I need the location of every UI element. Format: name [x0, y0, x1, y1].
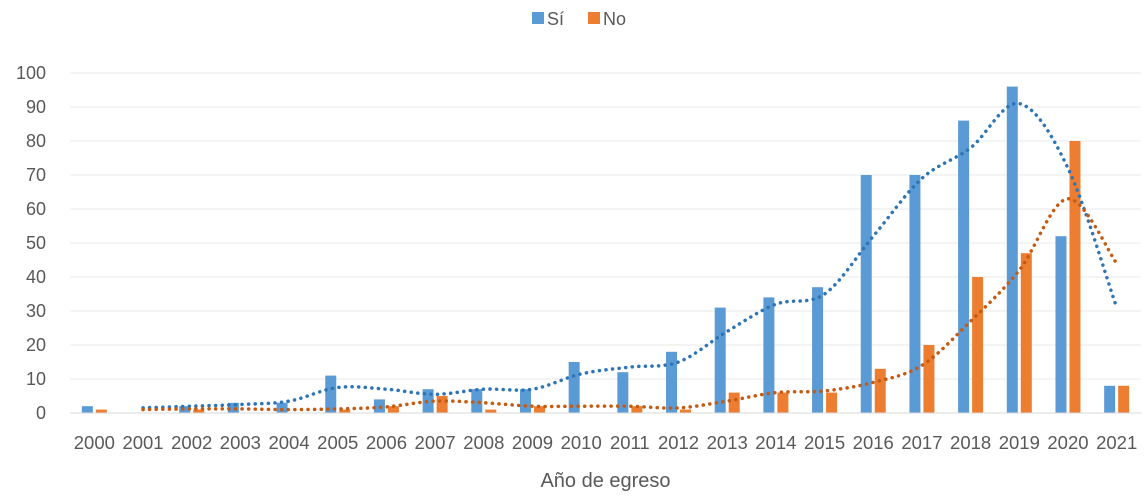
y-tick-label: 60 — [26, 199, 46, 219]
bar-si-2014 — [763, 297, 775, 413]
x-axis-ticks: 2000 2001 2002 2003 2004 2005 2006 2007 2008 2009… — [74, 432, 1137, 453]
bar-no-2018 — [972, 277, 984, 413]
x-tick-label: 2008 — [463, 432, 504, 453]
y-tick-label: 50 — [26, 233, 46, 253]
x-tick-label: 2015 — [804, 432, 845, 453]
y-axis-ticks: 0 10 20 30 40 50 60 70 80 90 100 — [16, 63, 46, 423]
bar-si-2018 — [958, 120, 970, 413]
bar-si-2003 — [227, 402, 239, 413]
bar-no-2015 — [826, 392, 838, 413]
x-tick-label: 2006 — [366, 432, 407, 453]
bar-si-2015 — [812, 287, 824, 413]
y-tick-label: 10 — [26, 369, 46, 389]
bar-si-2011 — [617, 372, 629, 413]
bar-si-2009 — [519, 389, 531, 413]
legend-swatch-si — [532, 12, 544, 24]
bar-si-2021 — [1104, 385, 1116, 413]
bar-no-2008 — [485, 409, 497, 413]
bar-no-2016 — [874, 368, 886, 413]
trendlines — [141, 101, 1119, 412]
bar-no-2020 — [1069, 141, 1081, 413]
legend-label-si: Sí — [547, 9, 564, 29]
x-tick-label: 2014 — [755, 432, 796, 453]
bar-si-2010 — [568, 362, 580, 413]
bar-no-2012 — [680, 409, 692, 413]
x-tick-label: 2010 — [561, 432, 602, 453]
bar-no-2009 — [533, 406, 545, 413]
bars — [81, 86, 1130, 413]
trendline-no — [141, 197, 1119, 412]
bar-no-2019 — [1020, 253, 1032, 413]
y-tick-label: 70 — [26, 165, 46, 185]
legend: Sí No — [532, 9, 626, 29]
legend-label-no: No — [603, 9, 626, 29]
bar-si-2020 — [1055, 236, 1067, 413]
x-tick-label: 2003 — [220, 432, 261, 453]
x-tick-label: 2001 — [122, 432, 163, 453]
x-tick-label: 2004 — [268, 432, 309, 453]
x-tick-label: 2002 — [171, 432, 212, 453]
bar-no-2002 — [193, 409, 205, 413]
y-tick-label: 20 — [26, 335, 46, 355]
bar-si-2005 — [325, 375, 337, 413]
x-tick-label: 2000 — [74, 432, 115, 453]
bar-no-2021 — [1118, 385, 1130, 413]
bar-si-2012 — [666, 351, 678, 413]
x-axis-title: Año de egreso — [540, 470, 670, 492]
bar-no-2005 — [339, 409, 351, 413]
x-tick-label: 2021 — [1096, 432, 1137, 453]
bar-no-2006 — [387, 406, 399, 413]
gridlines — [70, 72, 1141, 380]
bar-si-2000 — [81, 406, 93, 413]
x-tick-label: 2017 — [901, 432, 942, 453]
x-tick-label: 2020 — [1047, 432, 1088, 453]
x-tick-label: 2013 — [707, 432, 748, 453]
bar-no-2014 — [777, 392, 789, 413]
bar-no-2000 — [95, 409, 107, 413]
y-tick-label: 0 — [36, 403, 46, 423]
bar-no-2017 — [923, 345, 935, 413]
x-tick-label: 2009 — [512, 432, 553, 453]
x-tick-label: 2016 — [853, 432, 894, 453]
bar-si-2019 — [1006, 86, 1018, 413]
bar-no-2007 — [436, 396, 448, 413]
bar-no-2013 — [728, 392, 740, 413]
bar-si-2008 — [471, 389, 483, 413]
legend-swatch-no — [588, 12, 600, 24]
y-tick-label: 100 — [16, 63, 46, 83]
x-tick-label: 2011 — [610, 432, 650, 453]
bar-no-2011 — [631, 406, 643, 413]
trendline-si — [141, 101, 1119, 410]
x-tick-label: 2018 — [950, 432, 991, 453]
x-tick-label: 2019 — [999, 432, 1040, 453]
y-tick-label: 90 — [26, 97, 46, 117]
bar-si-2017 — [909, 175, 921, 413]
y-tick-label: 40 — [26, 267, 46, 287]
bar-si-2013 — [714, 307, 726, 413]
x-tick-label: 2005 — [317, 432, 358, 453]
bar-si-2016 — [860, 175, 872, 413]
bar-si-2002 — [179, 406, 191, 413]
y-tick-label: 80 — [26, 131, 46, 151]
x-tick-label: 2012 — [658, 432, 699, 453]
x-tick-label: 2007 — [415, 432, 456, 453]
y-tick-label: 30 — [26, 301, 46, 321]
